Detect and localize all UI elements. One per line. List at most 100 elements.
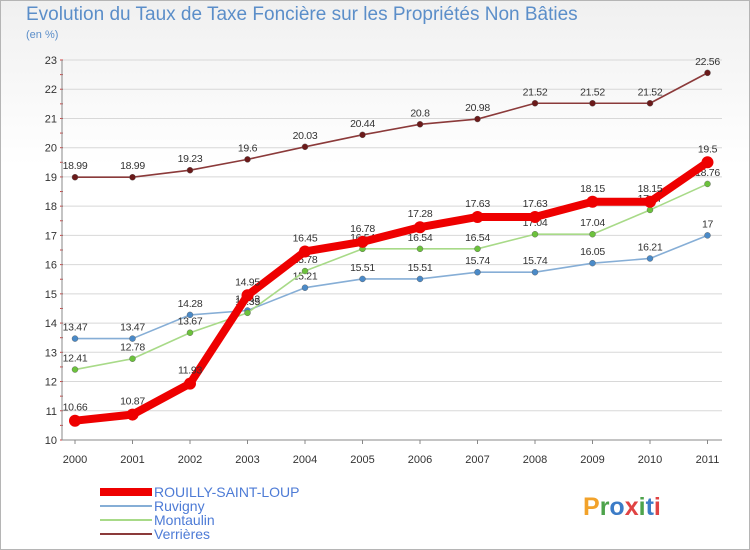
legend-item: Ruvigny [100, 498, 320, 514]
y-tick-label: 21 [45, 113, 57, 125]
data-label: 12.41 [63, 353, 88, 365]
data-point [531, 269, 539, 276]
data-label: 10.87 [120, 396, 145, 408]
y-tick-label: 11 [46, 406, 57, 418]
data-point [646, 255, 654, 262]
data-label: 19.23 [178, 153, 203, 165]
legend-swatch [100, 533, 152, 535]
data-label: 15.51 [408, 262, 433, 274]
data-label: 17.28 [408, 208, 433, 220]
data-label: 16.54 [465, 232, 490, 244]
data-point [416, 121, 424, 128]
data-point [704, 69, 711, 77]
data-point [414, 221, 426, 234]
data-label: 13.47 [120, 322, 145, 334]
data-label: 19.5 [698, 143, 718, 155]
data-point [244, 156, 251, 163]
legend-label: Ruvigny [154, 498, 205, 514]
data-point [299, 245, 311, 258]
series-line [74, 234, 709, 340]
data-label: 21.52 [638, 86, 663, 98]
logo-letter: t [645, 493, 654, 521]
data-label: 16.21 [638, 241, 663, 253]
data-label: 15.21 [293, 271, 318, 283]
data-label: 18.15 [638, 183, 663, 195]
y-tick-label: 13 [45, 347, 57, 359]
data-label: 11.93 [178, 365, 202, 377]
data-point [126, 408, 139, 421]
y-tick-label: 22 [45, 84, 57, 96]
proxiti-logo: Proxiti [583, 493, 661, 522]
data-point [646, 100, 654, 107]
data-label: 20.8 [410, 107, 430, 119]
data-point [586, 195, 599, 208]
data-label: 14.95 [235, 276, 260, 288]
y-tick-label: 20 [45, 143, 57, 155]
data-point [186, 311, 194, 319]
logo-letter: r [599, 493, 610, 521]
data-label: 17.63 [523, 198, 548, 210]
data-point [589, 100, 596, 107]
legend-item: ROUILLY-SAINT-LOUP [100, 484, 320, 500]
data-label: 10.66 [63, 402, 88, 414]
y-tick-label: 18 [45, 201, 57, 213]
series-line [74, 183, 709, 371]
y-tick-label: 23 [45, 55, 57, 67]
data-point [359, 275, 366, 283]
data-point [416, 275, 424, 283]
data-label: 16.45 [293, 232, 318, 244]
legend-swatch [100, 519, 152, 521]
x-tick-label: 2000 [63, 454, 87, 466]
series-line [71, 158, 712, 425]
data-label: 20.03 [293, 130, 318, 142]
data-label: 15.74 [465, 255, 490, 267]
logo-letter: x [624, 493, 639, 521]
data-point [71, 174, 79, 181]
data-label: 20.98 [465, 102, 490, 114]
data-point [241, 289, 254, 302]
data-point [301, 267, 309, 275]
legend-swatch [100, 488, 152, 496]
x-tick-label: 2010 [638, 454, 662, 466]
data-label: 22.56 [695, 56, 720, 68]
data-point [531, 231, 539, 238]
y-tick-label: 15 [45, 289, 57, 301]
data-label: 21.52 [523, 86, 548, 98]
x-tick-label: 2007 [465, 454, 489, 466]
x-tick-label: 2004 [293, 454, 317, 466]
y-tick-label: 14 [45, 318, 57, 330]
data-label: 16.54 [408, 232, 433, 244]
data-label: 18.99 [120, 160, 145, 172]
data-label: 19.6 [238, 142, 258, 154]
legend-label: Verrières [154, 526, 211, 542]
data-point [129, 335, 136, 342]
y-tick-label: 17 [45, 230, 57, 242]
x-tick-label: 2009 [580, 454, 604, 466]
data-label: 17.63 [465, 198, 490, 210]
chart-title: Evolution du Taux de Taxe Foncière sur l… [26, 4, 578, 25]
x-tick-label: 2006 [408, 454, 432, 466]
y-tick-label: 12 [45, 377, 57, 389]
data-label: 13.67 [178, 316, 203, 328]
data-point [474, 245, 481, 253]
data-point [359, 131, 366, 139]
data-point [704, 232, 711, 239]
data-label: 17 [702, 218, 714, 230]
legend-item: Verrières [100, 526, 320, 542]
legend-item: Montaulin [100, 512, 320, 528]
data-label: 16.78 [350, 223, 375, 235]
data-point [646, 206, 654, 214]
x-tick-label: 2002 [178, 454, 202, 466]
data-point [69, 414, 81, 427]
data-label: 16.05 [580, 246, 605, 258]
chart-subtitle: (en %) [26, 29, 59, 41]
data-label: 12.78 [120, 342, 145, 354]
data-label: 13.47 [63, 322, 88, 334]
x-tick-label: 2011 [696, 454, 720, 466]
series-line [74, 72, 709, 179]
data-point [244, 309, 251, 317]
data-label: 18.15 [580, 183, 605, 195]
data-point [356, 235, 369, 248]
